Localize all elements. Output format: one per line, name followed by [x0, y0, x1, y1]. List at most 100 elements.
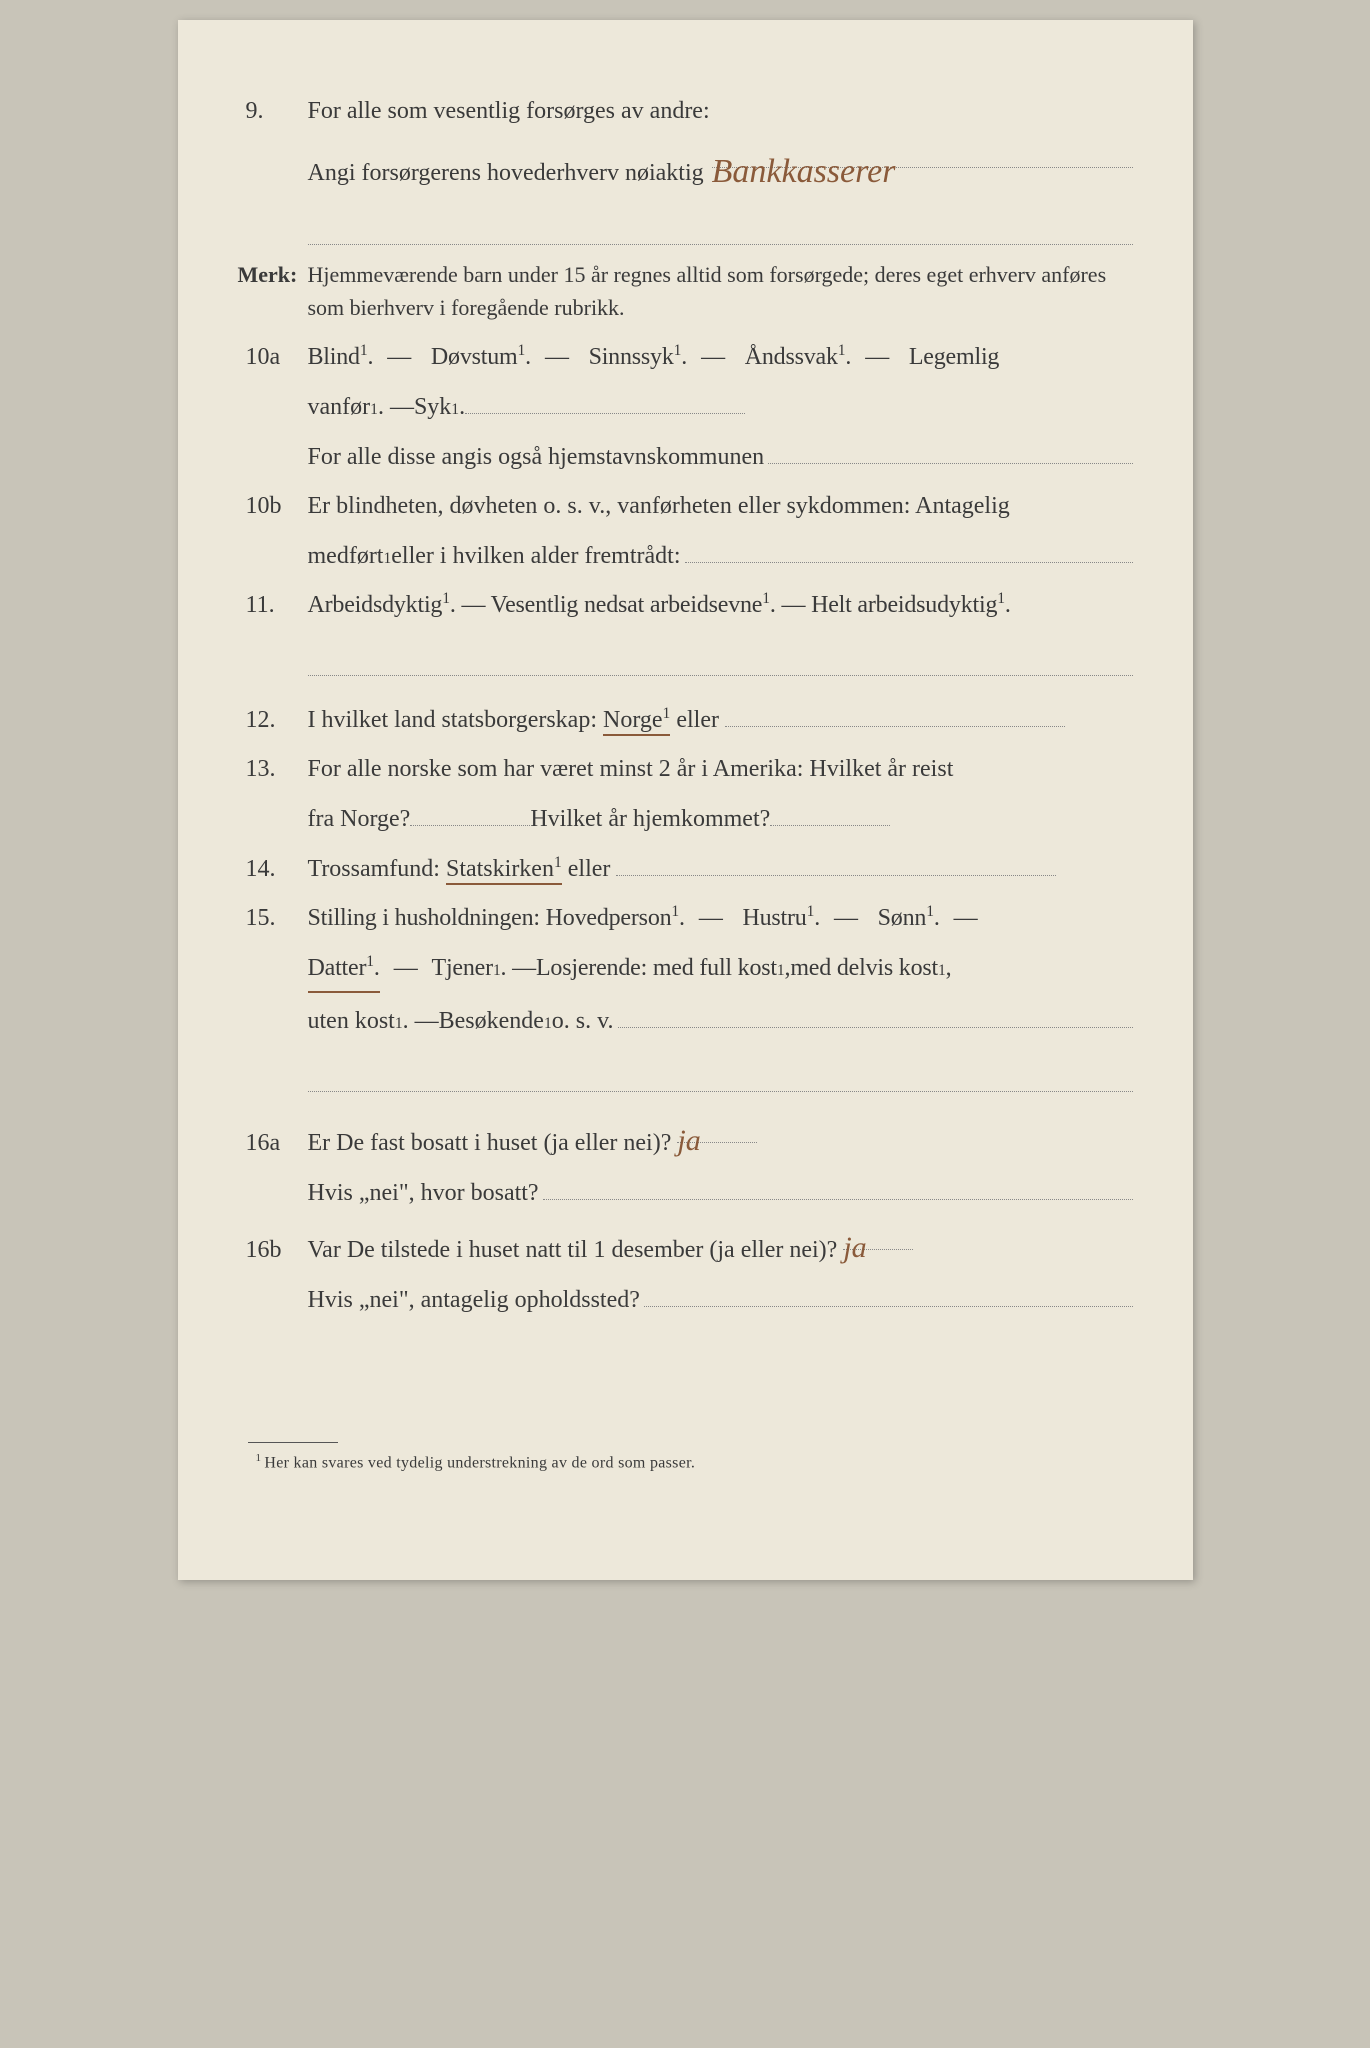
q9-handwritten-answer: Bankkasserer — [712, 153, 896, 190]
q9-row1: 9. For alle som vesentlig forsørges av a… — [238, 90, 1133, 133]
q13-number: 13. — [238, 748, 308, 791]
q16a-answer-line: ja — [677, 1114, 757, 1143]
q12-post: eller — [676, 707, 719, 733]
q13-text2a: fra Norge? — [308, 798, 411, 841]
q13-row1: 13. For alle norske som har været minst … — [238, 748, 1133, 791]
sup: 1 — [554, 854, 562, 871]
merk-label: Merk: — [238, 255, 308, 295]
q9-row2: Angi forsørgerens hovederhverv nøiaktig … — [238, 139, 1133, 195]
q14-content: Trossamfund: Statskirken1 eller — [308, 847, 1133, 891]
q16a-content: Er De fast bosatt i huset (ja eller nei)… — [308, 1114, 1133, 1165]
q15-datter-text: Datter — [308, 955, 367, 981]
q13-blank1 — [410, 797, 530, 826]
q16a-sub: Hvis „nei", hvor bosatt? — [308, 1172, 539, 1215]
q9-text-line1: For alle som vesentlig forsørges av andr… — [308, 90, 1133, 133]
q10a-row3: For alle disse angis også hjemstavnskomm… — [238, 435, 1133, 479]
opt-dovstum: Døvstum — [431, 344, 518, 370]
merk-row: Merk: Hjemmeværende barn under 15 år reg… — [238, 255, 1133, 324]
q9-blank-line — [308, 201, 1133, 244]
sup: 1 — [663, 705, 671, 722]
sup: 1 — [366, 953, 374, 970]
opt-sinnssyk: Sinnssyk — [589, 344, 674, 370]
q14-post: eller — [568, 856, 611, 882]
sup: 1 — [807, 903, 815, 920]
q14-pre: Trossamfund: — [308, 856, 446, 882]
q15-osv: o. s. v. — [552, 1000, 614, 1043]
q11-mid: — Vesentlig nedsat arbeidsevne — [461, 592, 762, 618]
footnote: 1 Her kan svares ved tydelig understrekn… — [256, 1449, 1133, 1478]
q10a-blank — [465, 385, 745, 414]
opt-blind: Blind — [308, 344, 360, 370]
q11-opt1: Arbeidsdyktig — [308, 592, 443, 618]
q11-opt3: — Helt arbeidsudyktig — [781, 592, 997, 618]
sup: 1 — [493, 957, 501, 985]
q15-delvis: med delvis kost — [790, 947, 938, 990]
q9-number: 9. — [238, 90, 308, 133]
q15-number: 15. — [238, 897, 308, 940]
sup: 1 — [838, 342, 846, 359]
sup: 1 — [395, 1010, 403, 1038]
q11-row: 11. Arbeidsdyktig1. — Vesentlig nedsat a… — [238, 584, 1133, 627]
q16a-question: Er De fast bosatt i huset (ja eller nei)… — [308, 1130, 672, 1156]
q10b-number: 10b — [238, 485, 308, 528]
q16a-sub-blank — [543, 1171, 1133, 1200]
q11-number: 11. — [238, 584, 308, 627]
q12-content: I hvilket land statsborgerskap: Norge1 e… — [308, 698, 1133, 742]
q13-text2b: Hvilket år hjemkommet? — [530, 798, 770, 841]
opt-legemlig: Legemlig — [909, 344, 999, 370]
opt-syk: Syk — [414, 386, 451, 429]
q15-text1: Stilling i husholdningen: Hovedperson — [308, 905, 672, 931]
q15-line1: Stilling i husholdningen: Hovedperson1.—… — [308, 897, 1133, 940]
q14-number: 14. — [238, 848, 308, 891]
q15-sonn: Sønn — [878, 905, 927, 931]
q16b-answer: ja — [843, 1231, 866, 1264]
q10a-number: 10a — [238, 336, 308, 379]
q16b-row2: Hvis „nei", antagelig opholdssted? — [238, 1278, 1133, 1322]
q9-text-line2: Angi forsørgerens hovederhverv nøiaktig — [308, 152, 704, 195]
sup: 1 — [360, 342, 368, 359]
q10b-blank — [685, 534, 1133, 563]
q13-text1: For alle norske som har været minst 2 år… — [308, 748, 1133, 791]
opt-vanfor: vanfør — [308, 386, 371, 429]
q15-row1: 15. Stilling i husholdningen: Hovedperso… — [238, 897, 1133, 940]
q15-besokende: Besøkende — [439, 1000, 544, 1043]
footnote-text: Her kan svares ved tydelig understreknin… — [264, 1455, 695, 1472]
q10a-text3: For alle disse angis også hjemstavnskomm… — [308, 436, 765, 479]
q16a-row1: 16a Er De fast bosatt i huset (ja eller … — [238, 1114, 1133, 1165]
sup: 1 — [451, 396, 459, 424]
sup: 1 — [938, 957, 946, 985]
q15-tjener: Tjener — [432, 947, 493, 990]
sup: 1 — [777, 957, 785, 985]
opt-andssvak: Åndssvak — [745, 344, 838, 370]
q11-text: Arbeidsdyktig1. — Vesentlig nedsat arbei… — [308, 584, 1133, 627]
sup: 1 — [518, 342, 526, 359]
sup: 1 — [762, 590, 770, 607]
merk-text: Hjemmeværende barn under 15 år regnes al… — [308, 258, 1133, 324]
q16b-question: Var De tilstede i huset natt til 1 desem… — [308, 1237, 838, 1263]
q12-number: 12. — [238, 699, 308, 742]
sup: 1 — [544, 1010, 552, 1038]
sup: 1 — [442, 590, 450, 607]
q10b-text1: Er blindheten, døvheten o. s. v., vanfør… — [308, 485, 1133, 528]
q16a-answer: ja — [677, 1124, 700, 1157]
q15-choice-datter: Datter1. — [308, 947, 380, 993]
q10b-row1: 10b Er blindheten, døvheten o. s. v., va… — [238, 485, 1133, 528]
q15-blank-line — [308, 1049, 1133, 1092]
q10b-text2b: eller i hvilken alder fremtrådt: — [391, 535, 680, 578]
q13-row2: fra Norge? Hvilket år hjemkommet? — [238, 797, 1133, 841]
q16b-sub-blank — [644, 1278, 1133, 1307]
sup: 1 — [383, 545, 391, 573]
sup: 1 — [926, 903, 934, 920]
q15-row2: Datter1.— Tjener1. — Losjerende: med ful… — [238, 947, 1133, 993]
q15-blank — [618, 999, 1133, 1028]
q10a-row1: 10a Blind1.— Døvstum1.— Sinnssyk1.— Ånds… — [238, 336, 1133, 379]
q16b-number: 16b — [238, 1229, 308, 1272]
q16b-content: Var De tilstede i huset natt til 1 desem… — [308, 1221, 1133, 1272]
q12-choice-text: Norge — [603, 707, 663, 733]
q12-pre: I hvilket land statsborgerskap: — [308, 707, 604, 733]
sup: 1 — [671, 903, 679, 920]
q14-blank — [616, 847, 1056, 876]
q15-row3: uten kost1. — Besøkende1 o. s. v. — [238, 999, 1133, 1043]
q9-answer-line: Bankkasserer — [712, 139, 1133, 168]
q16b-row1: 16b Var De tilstede i huset natt til 1 d… — [238, 1221, 1133, 1272]
